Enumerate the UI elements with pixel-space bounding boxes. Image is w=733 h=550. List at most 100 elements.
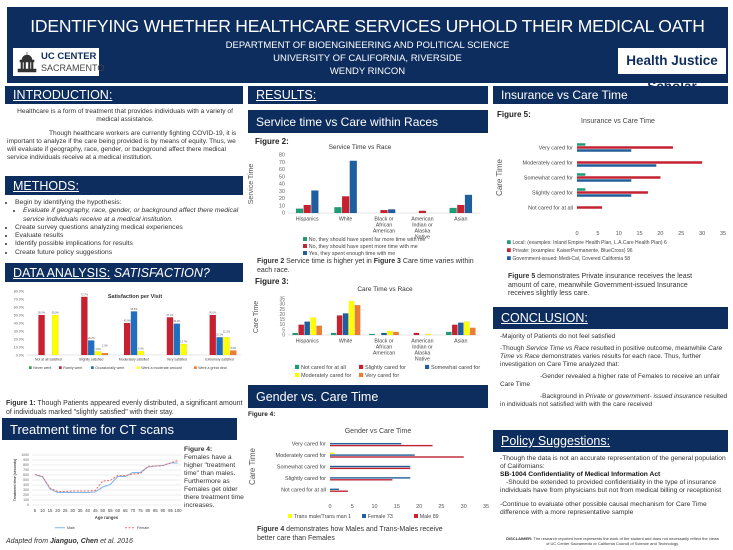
chart-title: Insurance vs Care Time <box>581 118 655 125</box>
x-tick-label: 25 <box>63 508 68 513</box>
policy-heading-text: Policy Suggestions: <box>501 434 611 448</box>
methods-item: Create future policy suggestions <box>15 249 245 257</box>
y-axis-label: Treatment time (seconds) <box>13 459 17 501</box>
y-tick-label: 10 <box>279 203 285 209</box>
x-tick-label: Extremely satisfied <box>205 357 234 361</box>
x-tick-label: 10 <box>616 231 622 237</box>
gender-care-chart: Gender vs Care Time Care Time 0 5 10 15 20 25 30… <box>248 428 489 520</box>
c2c: resulted in positive outcome, meanwhile <box>589 345 709 352</box>
capitol-icon <box>17 52 37 73</box>
y-tick-label: 300 <box>23 488 29 492</box>
bar <box>354 305 361 336</box>
y-axis-label: Care Time <box>253 301 260 333</box>
x-tick-label: 95 <box>168 508 173 513</box>
caption-text-1: Service time is higher yet in <box>284 258 374 265</box>
x-tick-label: Hispanics <box>296 338 319 344</box>
figure2-label: Figure 2: <box>255 137 289 146</box>
ct-figure-text: Females have a higher "treatment time" t… <box>184 454 244 509</box>
y-axis-label: Care Time <box>248 448 257 485</box>
data-label: 50.0% <box>52 312 60 315</box>
service-time-chart: Service Time vs Race Service Time 0 1020304… <box>248 144 480 257</box>
bar <box>576 149 632 152</box>
y-tick-label: 80.0% <box>14 290 25 294</box>
data-analysis-heading-text: DATA ANALYSIS: <box>13 265 111 280</box>
bar <box>304 321 311 336</box>
bar <box>445 331 452 336</box>
legend-swatch <box>288 514 292 518</box>
bar <box>223 337 230 356</box>
bar <box>329 477 411 479</box>
legend-label: Yes, they spent enough time with me <box>309 251 395 257</box>
bar <box>425 333 432 336</box>
chart-title: Satisfaction per Visit <box>108 294 162 300</box>
bar <box>329 488 340 491</box>
data-label: 18.2% <box>88 337 96 340</box>
source-suffix: et al. 2016 <box>98 538 133 545</box>
bar <box>292 332 299 336</box>
y-tick-label: 35 <box>279 297 285 303</box>
bar <box>329 479 393 481</box>
bar <box>413 332 420 336</box>
bar <box>51 314 59 356</box>
c2a: -Though <box>500 345 527 352</box>
data-label: 72.7% <box>81 293 89 296</box>
y-tick-label: 700 <box>23 468 29 472</box>
x-tick-label: 35 <box>78 508 83 513</box>
logo-line1: UC CENTER <box>41 51 97 62</box>
y-tick-label: 30 <box>279 302 285 308</box>
bar <box>329 454 415 456</box>
y-tick-label: 0 <box>282 211 285 217</box>
insurance-care-chart: Insurance vs Care Time Care Time 0 5 10 15 20 2… <box>495 118 726 262</box>
y-tick-label: 40 <box>279 182 285 188</box>
bar <box>576 191 649 194</box>
source-prefix: Adapted from <box>6 538 50 545</box>
x-axis-label: Age ranges <box>95 515 119 520</box>
legend-label: Somewhat cared for <box>431 365 480 371</box>
uc-center-logo: UC CENTER SACRAMENTO <box>13 48 104 76</box>
data-label: 40.0% <box>124 320 132 323</box>
legend-label: Went a great deal <box>198 366 227 370</box>
data-label: 50.0% <box>209 312 217 315</box>
legend-swatch <box>295 372 300 377</box>
bar <box>576 164 657 167</box>
introduction-heading-text: INTRODUCTION: <box>13 88 113 102</box>
figure3-label: Figure 3: <box>255 277 289 286</box>
figure1-caption-text: Though Patients appeared evenly distribu… <box>6 400 243 416</box>
logo-line2: SACRAMENTO <box>41 63 105 73</box>
x-tick-label: Very satisfied <box>167 357 187 361</box>
bar <box>87 340 95 356</box>
x-tick-label: 20 <box>657 231 663 237</box>
department: DEPARTMENT OF BIOENGINEERING AND POLITIC… <box>225 40 510 51</box>
bar <box>576 188 586 191</box>
x-tick-label: Slightly satisfied <box>79 357 103 361</box>
figure5-label: Figure 5: <box>497 110 531 119</box>
methods-heading-text: METHODS: <box>13 178 79 193</box>
legend-label: No, they should have spent more time wit… <box>309 244 418 250</box>
x-tick-label: 100 <box>174 508 182 513</box>
policy-heading: Policy Suggestions: <box>493 430 728 452</box>
y-tick-label: 30 <box>279 189 285 195</box>
data-label: 22.2% <box>223 330 231 333</box>
legend-swatch <box>303 237 307 241</box>
y-tick-label: Moderately cared for <box>523 161 574 167</box>
y-tick-label: Very cared for <box>292 442 326 448</box>
bar <box>464 194 473 214</box>
y-tick-label: Slightly cared for <box>285 476 326 482</box>
legend-label: No, they should have spent far more time… <box>309 237 426 243</box>
ct-figure-note: Figure 4: Females have a higher "treatmen… <box>184 446 245 510</box>
methods-subitem: Evaluate if geography, race, gender, or … <box>23 207 245 224</box>
methods-item: Begin by identifying the hypothesis: <box>15 199 245 207</box>
y-tick-label: 50 <box>279 174 285 180</box>
y-tick-label: Very cared for <box>539 146 573 152</box>
legend-label: Not cared for at all <box>301 365 346 371</box>
legend-swatch <box>137 366 140 369</box>
x-tick-label: 85 <box>153 508 158 513</box>
methods-item: Create survey questions analyzing medica… <box>15 224 245 232</box>
x-tick-label: 40 <box>85 508 90 513</box>
bar <box>298 324 305 336</box>
policy-point-2: -Should be extended to provided confiden… <box>500 479 722 494</box>
x-tick-label: 50 <box>100 508 105 513</box>
legend-swatch <box>507 248 511 252</box>
y-tick-label: 10 <box>279 322 285 328</box>
bar <box>166 317 174 356</box>
